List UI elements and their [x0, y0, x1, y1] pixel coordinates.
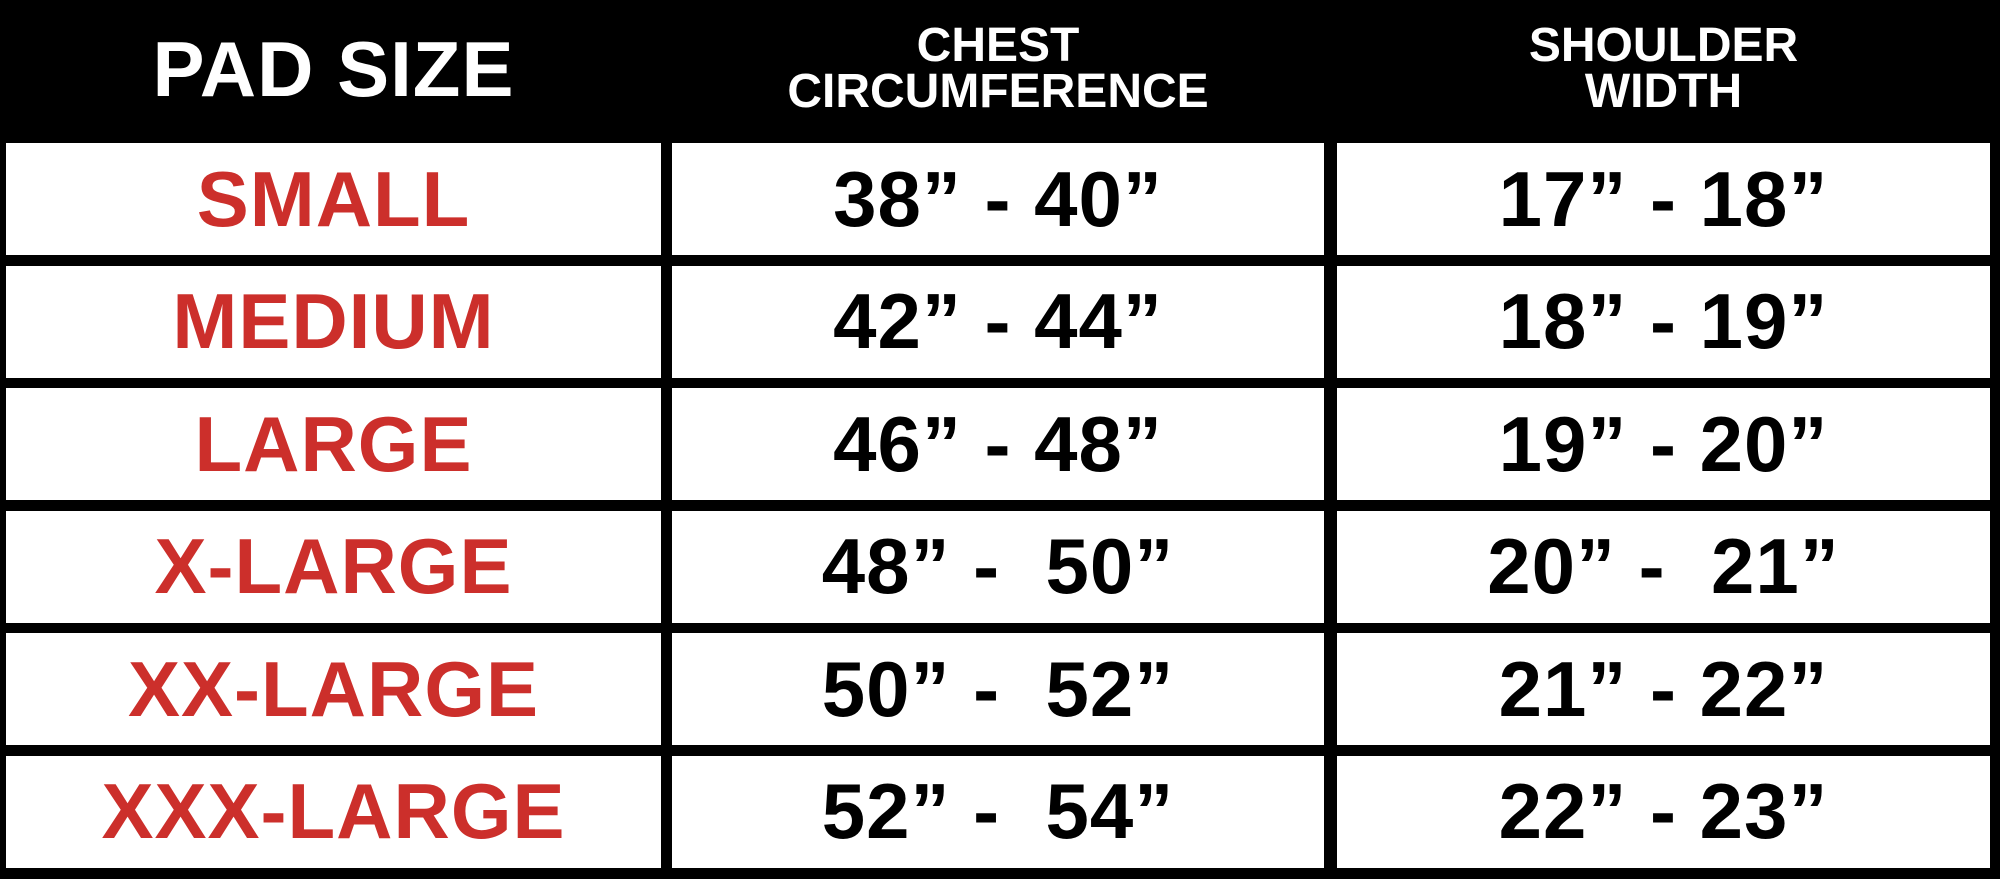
table-cell: XX-LARGE [6, 633, 661, 745]
header-text: SHOULDER [1528, 19, 1799, 72]
measurement: 22” - 23” [1498, 767, 1829, 855]
table-cell: X-LARGE [6, 510, 661, 623]
measurement: 38” - 40” [833, 154, 1163, 243]
header-text: CIRCUMFERENCE [787, 65, 1209, 118]
table-cell: 46” - 48” [672, 388, 1324, 500]
header-cell: SHOULDER WIDTH [1337, 0, 1990, 138]
table-cell: 21” - 22” [1337, 633, 1990, 745]
measurement: 18” - 19” [1498, 277, 1829, 365]
measurement: 20” - 21” [1487, 522, 1840, 610]
measurement: 52” - 54” [821, 767, 1175, 855]
pad-size: LARGE [194, 399, 473, 488]
table-cell: LARGE [6, 388, 661, 500]
measurement: 42” - 44” [833, 277, 1163, 365]
header-cell: CHEST CIRCUMFERENCE [672, 0, 1324, 138]
table-cell: MEDIUM [6, 265, 661, 378]
table-cell: 22” - 23” [1337, 755, 1990, 868]
table-cell: 48” - 50” [672, 510, 1324, 623]
measurement: 50” - 52” [821, 644, 1175, 733]
measurement: 17” - 18” [1498, 154, 1829, 243]
measurement: 19” - 20” [1498, 399, 1829, 488]
table-cell: 38” - 40” [672, 143, 1324, 255]
pad-size: SMALL [196, 154, 471, 243]
table-cell: 42” - 44” [672, 265, 1324, 378]
pad-size: XX-LARGE [127, 644, 540, 733]
header-text: WIDTH [1584, 65, 1743, 118]
table-cell: 20” - 21” [1337, 510, 1990, 623]
pad-size: XXX-LARGE [101, 767, 566, 855]
table-cell: SMALL [6, 143, 661, 255]
table-cell: 17” - 18” [1337, 143, 1990, 255]
measurement: 21” - 22” [1498, 644, 1829, 733]
pad-size: X-LARGE [154, 522, 513, 610]
header-text: CHEST [916, 19, 1080, 72]
measurement: 46” - 48” [833, 399, 1163, 488]
table-cell: 18” - 19” [1337, 265, 1990, 378]
table-cell: 52” - 54” [672, 755, 1324, 868]
pad-size: MEDIUM [172, 277, 495, 365]
header-cell: PAD SIZE [6, 0, 661, 138]
table-cell: 19” - 20” [1337, 388, 1990, 500]
table-cell: XXX-LARGE [6, 755, 661, 868]
table-cell: 50” - 52” [672, 633, 1324, 745]
header-text: PAD SIZE [152, 24, 515, 113]
measurement: 48” - 50” [821, 522, 1175, 610]
